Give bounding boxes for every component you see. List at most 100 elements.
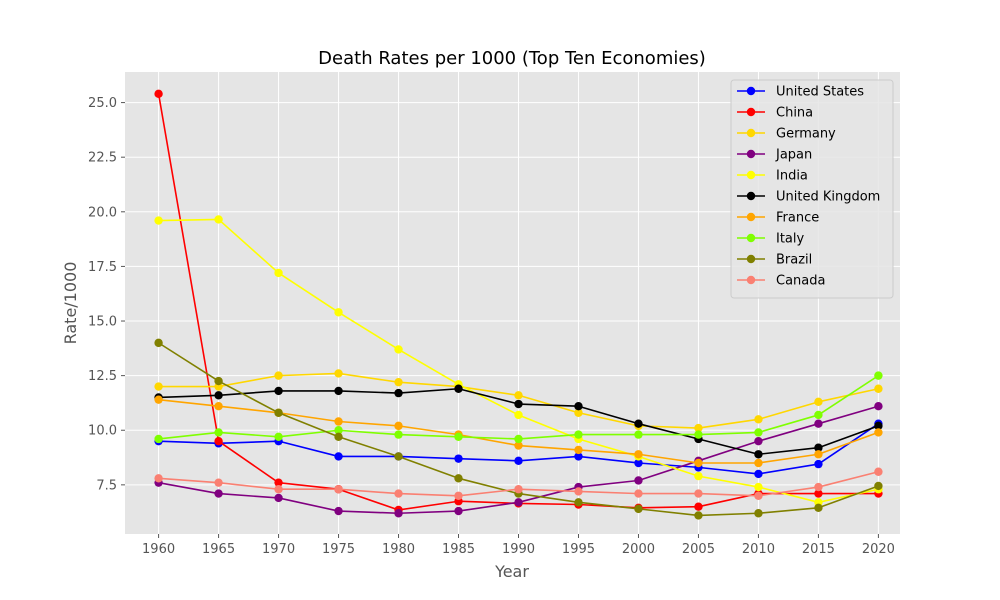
legend-label: United States — [776, 85, 864, 100]
data-point-india — [394, 345, 403, 354]
legend-swatch-marker — [746, 170, 756, 180]
data-point-india — [154, 216, 163, 225]
data-point-japan — [874, 402, 883, 411]
legend-swatch-marker — [746, 275, 756, 285]
data-point-united-kingdom — [874, 421, 883, 431]
data-point-brazil — [394, 452, 403, 461]
data-point-canada — [574, 487, 583, 496]
data-point-united-kingdom — [214, 391, 223, 400]
data-point-france — [874, 428, 883, 437]
data-point-canada — [514, 485, 523, 494]
data-point-france — [154, 395, 163, 404]
data-point-germany — [574, 408, 583, 417]
data-point-united-kingdom — [394, 388, 403, 398]
data-point-germany — [154, 382, 163, 391]
y-tick-label: 22.5 — [88, 151, 117, 166]
y-axis-label: Rate/1000 — [61, 262, 80, 345]
legend-item-japan: Japan — [737, 148, 812, 163]
data-point-united-kingdom — [454, 384, 463, 393]
legend-label: France — [776, 211, 819, 226]
data-point-germany — [334, 369, 343, 378]
data-point-canada — [694, 489, 703, 498]
data-point-brazil — [274, 408, 283, 417]
data-point-canada — [154, 474, 163, 483]
data-point-united-states — [514, 456, 523, 466]
data-point-italy — [154, 434, 163, 444]
data-point-italy — [754, 428, 763, 437]
data-point-germany — [874, 384, 883, 393]
data-point-united-states — [814, 459, 823, 469]
y-tick-label: 17.5 — [88, 260, 117, 275]
legend-item-italy: Italy — [737, 232, 805, 247]
data-point-france — [394, 421, 403, 431]
x-tick-label: 2005 — [682, 542, 715, 557]
legend-label: Italy — [776, 232, 805, 247]
legend-swatch-marker — [746, 149, 756, 159]
data-point-france — [754, 458, 763, 468]
legend-label: India — [776, 169, 808, 184]
data-point-china — [694, 502, 703, 511]
data-point-germany — [814, 397, 823, 407]
legend-label: Japan — [775, 148, 812, 163]
data-point-italy — [394, 430, 403, 439]
data-point-china — [214, 436, 223, 446]
data-point-japan — [394, 509, 403, 518]
data-point-united-kingdom — [574, 402, 583, 411]
data-point-italy — [214, 428, 223, 437]
data-point-japan — [454, 506, 463, 516]
data-point-germany — [274, 371, 283, 380]
x-axis-label: Year — [494, 562, 529, 581]
x-axis-ticks: 1960 1965 1970 1975 1980 1985 1990 1995 2000 2005… — [142, 534, 895, 557]
data-point-italy — [574, 430, 583, 439]
data-point-india — [694, 471, 703, 481]
legend-swatch-marker — [746, 191, 756, 201]
legend-item-india: India — [737, 169, 808, 184]
data-point-india — [274, 268, 283, 278]
x-tick-label: 1995 — [562, 542, 595, 557]
data-point-italy — [514, 434, 523, 444]
y-axis-ticks: 7.5 10.0 12.5 15.0 17.5 20.0 22.5 25.0 — [88, 96, 125, 493]
legend-item-canada: Canada — [737, 274, 825, 289]
data-point-france — [634, 450, 643, 459]
data-point-france — [574, 445, 583, 455]
legend-swatch-marker — [746, 233, 756, 243]
legend-label: United Kingdom — [776, 190, 880, 205]
series-india — [154, 215, 883, 507]
data-point-canada — [274, 485, 283, 494]
legend-frame — [730, 79, 894, 299]
chart-title: Death Rates per 1000 (Top Ten Economies) — [318, 48, 706, 69]
x-tick-label: 1990 — [502, 542, 535, 557]
data-point-japan — [754, 436, 763, 446]
data-point-brazil — [814, 503, 823, 512]
legend-item-germany: Germany — [737, 127, 836, 142]
data-point-brazil — [154, 338, 163, 348]
data-point-brazil — [634, 504, 643, 514]
data-point-united-kingdom — [754, 450, 763, 459]
data-point-united-states — [634, 458, 643, 468]
legend-item-china: China — [737, 106, 813, 121]
data-point-china — [154, 89, 163, 99]
data-point-japan — [334, 506, 343, 516]
data-point-brazil — [574, 498, 583, 507]
x-tick-label: 1970 — [262, 542, 295, 557]
x-tick-label: 1965 — [202, 542, 235, 557]
legend-label: Canada — [776, 274, 825, 289]
x-tick-label: 2015 — [802, 542, 835, 557]
x-tick-label: 1985 — [442, 542, 475, 557]
data-point-italy — [454, 432, 463, 441]
series-italy — [154, 371, 883, 444]
data-point-japan — [514, 498, 523, 507]
data-point-italy — [274, 432, 283, 441]
data-point-united-kingdom — [634, 419, 643, 428]
legend-item-united-kingdom: United Kingdom — [737, 190, 880, 205]
legend-label: China — [776, 106, 813, 121]
data-point-canada — [634, 489, 643, 498]
data-point-canada — [814, 482, 823, 492]
data-point-italy — [634, 430, 643, 439]
legend-label: Germany — [776, 127, 836, 142]
y-tick-label: 25.0 — [88, 96, 117, 111]
data-point-united-states — [754, 469, 763, 479]
data-point-japan — [634, 476, 643, 485]
data-point-united-states — [574, 452, 583, 461]
